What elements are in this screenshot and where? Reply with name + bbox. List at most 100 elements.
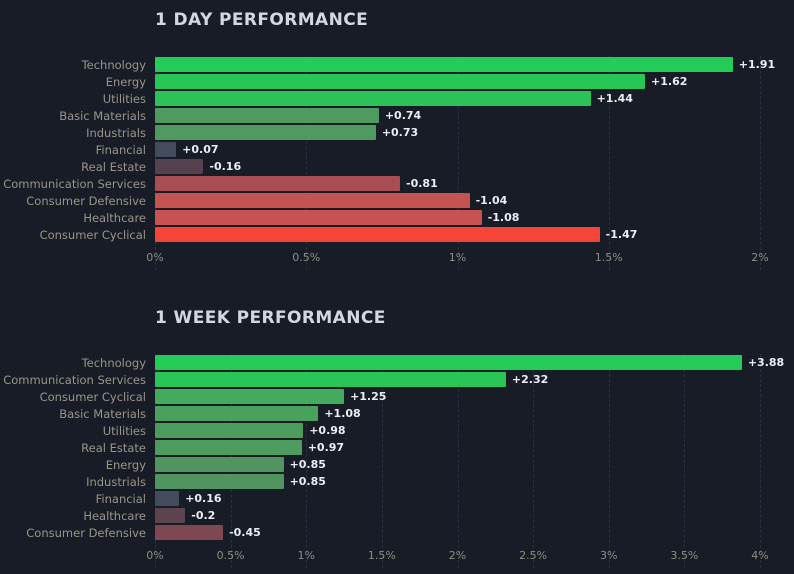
bar[interactable] xyxy=(155,525,224,540)
chart-title: 1 WEEK PERFORMANCE xyxy=(155,308,386,328)
bar[interactable] xyxy=(155,142,177,157)
x-tick-label: 1% xyxy=(297,549,315,562)
bar[interactable] xyxy=(155,74,646,89)
gridline xyxy=(457,354,459,568)
x-tick-label: 0% xyxy=(146,549,164,562)
bar-value-label: -0.16 xyxy=(209,160,242,173)
bar[interactable] xyxy=(155,457,284,472)
category-label: Consumer Cyclical xyxy=(39,227,146,242)
bar-value-label: +0.85 xyxy=(289,475,326,488)
bar-row: Financial +0.07 xyxy=(96,141,760,158)
bar[interactable] xyxy=(155,57,733,72)
bar-value-label: -1.47 xyxy=(605,228,638,241)
category-label: Consumer Cyclical xyxy=(39,389,146,404)
bar-value-label: +0.16 xyxy=(185,492,222,505)
bar-row: Financial +0.16 xyxy=(96,490,760,507)
gridline xyxy=(684,354,686,568)
bar[interactable] xyxy=(155,406,319,421)
bar-value-label: -0.45 xyxy=(229,526,261,539)
bar-row: Healthcare -1.08 xyxy=(83,209,760,226)
plot-area: Technology +1.91 Energy +1.62 Utilities +1.44… xyxy=(3,56,775,270)
category-label: Basic Materials xyxy=(59,108,146,123)
bar[interactable] xyxy=(155,91,591,106)
plot-area: Technology +3.88 Communication Services +2.… xyxy=(3,354,784,568)
x-tick-label: 4% xyxy=(751,549,769,562)
bar-row: Consumer Defensive -0.45 xyxy=(26,524,760,541)
bar-row: Consumer Cyclical +1.25 xyxy=(40,388,760,405)
x-axis: 0% 0.5% 1% 1.5% 2% xyxy=(146,248,768,270)
category-label: Healthcare xyxy=(83,508,146,523)
bar-value-label: +1.25 xyxy=(350,390,387,403)
bar[interactable] xyxy=(155,227,600,242)
bar-row: Industrials +0.73 xyxy=(86,124,760,141)
x-axis: 0% 0.5% 1% 1.5% 2% 2.5% 3% 3.5% 4% xyxy=(146,546,768,568)
gridline xyxy=(306,56,308,270)
bar[interactable] xyxy=(155,474,284,489)
bar-row: Consumer Defensive -1.04 xyxy=(26,192,760,209)
bar-value-label: +0.97 xyxy=(307,441,345,454)
category-label: Industrials xyxy=(86,474,146,489)
category-label: Technology xyxy=(81,355,146,370)
gridline xyxy=(608,56,610,270)
x-tick-label: 3% xyxy=(600,549,618,562)
bar-value-label: +0.98 xyxy=(309,424,346,437)
category-label: Healthcare xyxy=(83,210,146,225)
category-label: Technology xyxy=(81,57,146,72)
bar-value-label: +1.62 xyxy=(651,75,688,88)
bar[interactable] xyxy=(155,159,204,174)
category-label: Consumer Defensive xyxy=(26,193,146,208)
bar-row: Technology +3.88 xyxy=(82,354,784,371)
bar-value-label: +0.07 xyxy=(182,143,219,156)
one-day-performance-chart: 1 DAY PERFORMANCE Technology +1.91 Energy +… xyxy=(0,10,794,270)
category-label: Industrials xyxy=(86,125,146,140)
bar-value-label: +0.85 xyxy=(289,458,326,471)
bar[interactable] xyxy=(155,193,470,208)
bar-row: Healthcare -0.2 xyxy=(83,507,760,524)
bar[interactable] xyxy=(155,389,345,404)
bar[interactable] xyxy=(155,210,482,225)
one-week-performance-chart: 1 WEEK PERFORMANCE Technology +3.88 Commun… xyxy=(0,308,794,568)
x-tick-label: 2.5% xyxy=(519,549,548,562)
gridline xyxy=(760,354,761,568)
category-label: Utilities xyxy=(102,91,146,106)
bar-value-label: +1.44 xyxy=(596,92,633,105)
category-label: Financial xyxy=(95,491,146,506)
bar-row: Energy +1.62 xyxy=(106,73,760,90)
bar[interactable] xyxy=(155,491,180,506)
bar-value-label: -0.81 xyxy=(406,177,438,190)
bar-row: Technology +1.91 xyxy=(82,56,775,73)
bar[interactable] xyxy=(155,440,302,455)
gridline xyxy=(608,354,610,568)
rows: Technology +3.88 Communication Services +2.… xyxy=(3,354,784,541)
bar-row: Real Estate -0.16 xyxy=(81,158,760,175)
bar-value-label: +1.08 xyxy=(324,407,361,420)
bar-row: Industrials +0.85 xyxy=(86,473,760,490)
bar-row: Communication Services -0.81 xyxy=(3,175,760,192)
x-tick-label: 1.5% xyxy=(594,251,623,264)
bar[interactable] xyxy=(155,355,742,370)
gridline xyxy=(381,354,383,568)
bar-row: Utilities +0.98 xyxy=(103,422,760,439)
bar-value-label: +2.32 xyxy=(511,373,549,386)
x-tick-label: 1% xyxy=(448,251,467,264)
category-label: Real Estate xyxy=(81,440,146,455)
category-label: Basic Materials xyxy=(59,406,146,421)
bar-value-label: -0.2 xyxy=(191,509,216,522)
bar[interactable] xyxy=(155,423,304,438)
category-label: Real Estate xyxy=(81,159,146,174)
category-label: Communication Services xyxy=(3,176,146,191)
bar[interactable] xyxy=(155,176,401,191)
bar-value-label: +0.73 xyxy=(381,126,419,139)
bar[interactable] xyxy=(155,372,506,387)
gridline xyxy=(306,354,308,568)
x-tick-label: 0.5% xyxy=(292,251,321,264)
category-label: Utilities xyxy=(102,423,146,438)
bar-value-label: +1.91 xyxy=(738,58,776,71)
gridline xyxy=(457,56,459,270)
bar[interactable] xyxy=(155,125,376,140)
bar-row: Utilities +1.44 xyxy=(103,90,760,107)
gridline xyxy=(760,56,761,270)
category-label: Financial xyxy=(95,142,146,157)
bar[interactable] xyxy=(155,108,379,123)
bar[interactable] xyxy=(155,508,186,523)
